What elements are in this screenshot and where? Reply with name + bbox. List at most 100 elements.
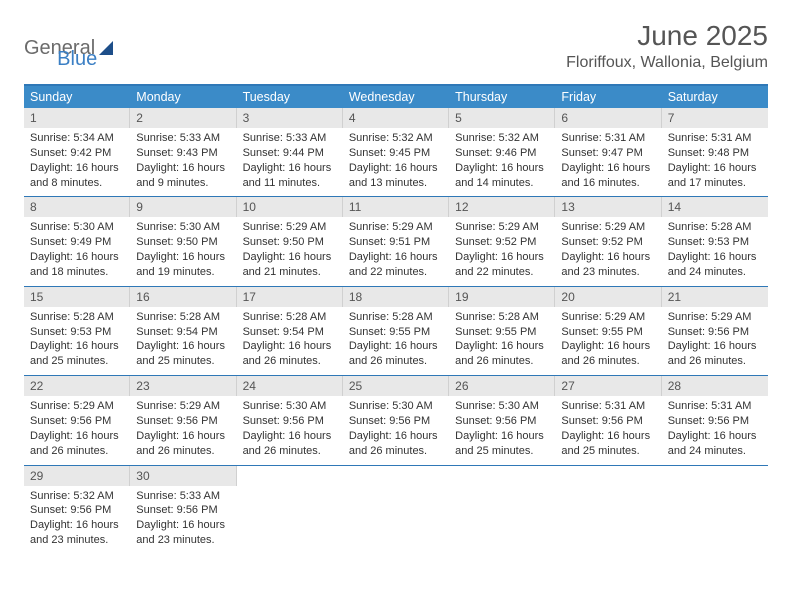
logo-triangle-icon <box>99 41 113 55</box>
sunrise-line: Sunrise: 5:32 AM <box>455 131 549 146</box>
day-detail: Sunrise: 5:29 AMSunset: 9:56 PMDaylight:… <box>24 396 130 464</box>
day-number: 10 <box>237 197 343 217</box>
sunset-line: Sunset: 9:48 PM <box>668 146 762 161</box>
sunrise-line: Sunrise: 5:29 AM <box>349 220 443 235</box>
title-block: June 2025 Floriffoux, Wallonia, Belgium <box>566 20 768 72</box>
sunrise-line: Sunrise: 5:31 AM <box>668 399 762 414</box>
sunrise-line: Sunrise: 5:32 AM <box>349 131 443 146</box>
daylight-line: Daylight: 16 hours and 21 minutes. <box>243 250 337 280</box>
day-detail <box>237 486 343 554</box>
day-detail <box>555 486 661 554</box>
sunset-line: Sunset: 9:56 PM <box>136 503 230 518</box>
sunrise-line: Sunrise: 5:31 AM <box>561 131 655 146</box>
sunrise-line: Sunrise: 5:29 AM <box>668 310 762 325</box>
daynum-row: 1234567 <box>24 108 768 128</box>
day-detail: Sunrise: 5:29 AMSunset: 9:52 PMDaylight:… <box>449 217 555 285</box>
sunset-line: Sunset: 9:54 PM <box>136 325 230 340</box>
day-number: 29 <box>24 466 130 486</box>
weekday-header: Sunday <box>24 86 130 108</box>
logo: General Blue <box>24 20 97 71</box>
day-number: 15 <box>24 287 130 307</box>
sunset-line: Sunset: 9:55 PM <box>349 325 443 340</box>
sunrise-line: Sunrise: 5:29 AM <box>561 310 655 325</box>
sunrise-line: Sunrise: 5:31 AM <box>561 399 655 414</box>
daylight-line: Daylight: 16 hours and 24 minutes. <box>668 429 762 459</box>
day-detail: Sunrise: 5:32 AMSunset: 9:56 PMDaylight:… <box>24 486 130 554</box>
day-detail: Sunrise: 5:30 AMSunset: 9:49 PMDaylight:… <box>24 217 130 285</box>
weekday-header: Wednesday <box>343 86 449 108</box>
day-detail: Sunrise: 5:28 AMSunset: 9:54 PMDaylight:… <box>237 307 343 375</box>
sunrise-line: Sunrise: 5:29 AM <box>30 399 124 414</box>
daynum-row: 2930 <box>24 466 768 486</box>
sunrise-line: Sunrise: 5:31 AM <box>668 131 762 146</box>
day-number: 25 <box>343 376 449 396</box>
sunrise-line: Sunrise: 5:30 AM <box>455 399 549 414</box>
sunrise-line: Sunrise: 5:28 AM <box>30 310 124 325</box>
sunrise-line: Sunrise: 5:29 AM <box>136 399 230 414</box>
day-number: 13 <box>555 197 661 217</box>
sunset-line: Sunset: 9:56 PM <box>30 414 124 429</box>
sunset-line: Sunset: 9:52 PM <box>455 235 549 250</box>
sunrise-line: Sunrise: 5:32 AM <box>30 489 124 504</box>
detail-row: Sunrise: 5:30 AMSunset: 9:49 PMDaylight:… <box>24 217 768 286</box>
day-detail: Sunrise: 5:28 AMSunset: 9:53 PMDaylight:… <box>24 307 130 375</box>
day-number: 5 <box>449 108 555 128</box>
day-detail: Sunrise: 5:30 AMSunset: 9:50 PMDaylight:… <box>130 217 236 285</box>
daylight-line: Daylight: 16 hours and 26 minutes. <box>136 429 230 459</box>
daylight-line: Daylight: 16 hours and 26 minutes. <box>349 429 443 459</box>
sunrise-line: Sunrise: 5:28 AM <box>243 310 337 325</box>
day-detail <box>343 486 449 554</box>
daylight-line: Daylight: 16 hours and 26 minutes. <box>561 339 655 369</box>
sunset-line: Sunset: 9:50 PM <box>243 235 337 250</box>
weekday-header: Monday <box>130 86 236 108</box>
sunrise-line: Sunrise: 5:29 AM <box>455 220 549 235</box>
day-detail: Sunrise: 5:29 AMSunset: 9:50 PMDaylight:… <box>237 217 343 285</box>
daylight-line: Daylight: 16 hours and 13 minutes. <box>349 161 443 191</box>
day-number: 2 <box>130 108 236 128</box>
sunset-line: Sunset: 9:55 PM <box>455 325 549 340</box>
day-number: 28 <box>662 376 768 396</box>
day-number: 20 <box>555 287 661 307</box>
sunrise-line: Sunrise: 5:33 AM <box>136 489 230 504</box>
sunset-line: Sunset: 9:51 PM <box>349 235 443 250</box>
weekday-header: Friday <box>555 86 661 108</box>
day-detail: Sunrise: 5:30 AMSunset: 9:56 PMDaylight:… <box>449 396 555 464</box>
daylight-line: Daylight: 16 hours and 25 minutes. <box>455 429 549 459</box>
detail-row: Sunrise: 5:29 AMSunset: 9:56 PMDaylight:… <box>24 396 768 465</box>
daylight-line: Daylight: 16 hours and 14 minutes. <box>455 161 549 191</box>
location-label: Floriffoux, Wallonia, Belgium <box>566 54 768 72</box>
sunset-line: Sunset: 9:44 PM <box>243 146 337 161</box>
sunset-line: Sunset: 9:56 PM <box>136 414 230 429</box>
day-number: 16 <box>130 287 236 307</box>
day-detail: Sunrise: 5:29 AMSunset: 9:51 PMDaylight:… <box>343 217 449 285</box>
sunrise-line: Sunrise: 5:29 AM <box>243 220 337 235</box>
sunset-line: Sunset: 9:56 PM <box>561 414 655 429</box>
daylight-line: Daylight: 16 hours and 18 minutes. <box>30 250 124 280</box>
day-number: 21 <box>662 287 768 307</box>
sunrise-line: Sunrise: 5:28 AM <box>349 310 443 325</box>
day-number: 22 <box>24 376 130 396</box>
day-number: 9 <box>130 197 236 217</box>
sunrise-line: Sunrise: 5:28 AM <box>455 310 549 325</box>
day-detail: Sunrise: 5:33 AMSunset: 9:43 PMDaylight:… <box>130 128 236 196</box>
detail-row: Sunrise: 5:34 AMSunset: 9:42 PMDaylight:… <box>24 128 768 197</box>
daynum-row: 15161718192021 <box>24 287 768 307</box>
weekday-header: Saturday <box>662 86 768 108</box>
daylight-line: Daylight: 16 hours and 25 minutes. <box>561 429 655 459</box>
day-detail <box>449 486 555 554</box>
sunset-line: Sunset: 9:45 PM <box>349 146 443 161</box>
sunrise-line: Sunrise: 5:34 AM <box>30 131 124 146</box>
sunset-line: Sunset: 9:43 PM <box>136 146 230 161</box>
day-number: 27 <box>555 376 661 396</box>
day-detail: Sunrise: 5:31 AMSunset: 9:56 PMDaylight:… <box>555 396 661 464</box>
sunset-line: Sunset: 9:56 PM <box>243 414 337 429</box>
sunset-line: Sunset: 9:52 PM <box>561 235 655 250</box>
sunset-line: Sunset: 9:55 PM <box>561 325 655 340</box>
detail-row: Sunrise: 5:28 AMSunset: 9:53 PMDaylight:… <box>24 307 768 376</box>
daylight-line: Daylight: 16 hours and 19 minutes. <box>136 250 230 280</box>
day-detail: Sunrise: 5:29 AMSunset: 9:55 PMDaylight:… <box>555 307 661 375</box>
sunrise-line: Sunrise: 5:30 AM <box>30 220 124 235</box>
weekday-header-row: SundayMondayTuesdayWednesdayThursdayFrid… <box>24 86 768 108</box>
day-detail <box>662 486 768 554</box>
daylight-line: Daylight: 16 hours and 23 minutes. <box>561 250 655 280</box>
